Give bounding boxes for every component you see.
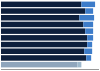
bar-segment (83, 22, 93, 27)
bar-segment (87, 42, 92, 47)
bar-segment (84, 49, 92, 54)
bar-segment (85, 28, 93, 33)
chart (0, 0, 100, 71)
bar-segment (1, 8, 85, 13)
bar-segment (1, 49, 84, 54)
bar-segment (1, 35, 87, 40)
bar-segment (1, 22, 83, 27)
bar-segment (77, 62, 81, 67)
bar-segment (1, 55, 86, 60)
bar-segment (79, 15, 94, 20)
bar-segment (85, 8, 93, 13)
bar-segment (81, 2, 95, 7)
x-axis-line (1, 69, 99, 70)
bar-segment (1, 2, 81, 7)
bar-segment (1, 28, 85, 33)
bar-segment (1, 15, 79, 20)
bar-segment (1, 42, 87, 47)
bar-segment (87, 35, 93, 40)
bar-segment (1, 62, 77, 67)
bar-segment (86, 55, 91, 60)
bars (1, 2, 95, 68)
